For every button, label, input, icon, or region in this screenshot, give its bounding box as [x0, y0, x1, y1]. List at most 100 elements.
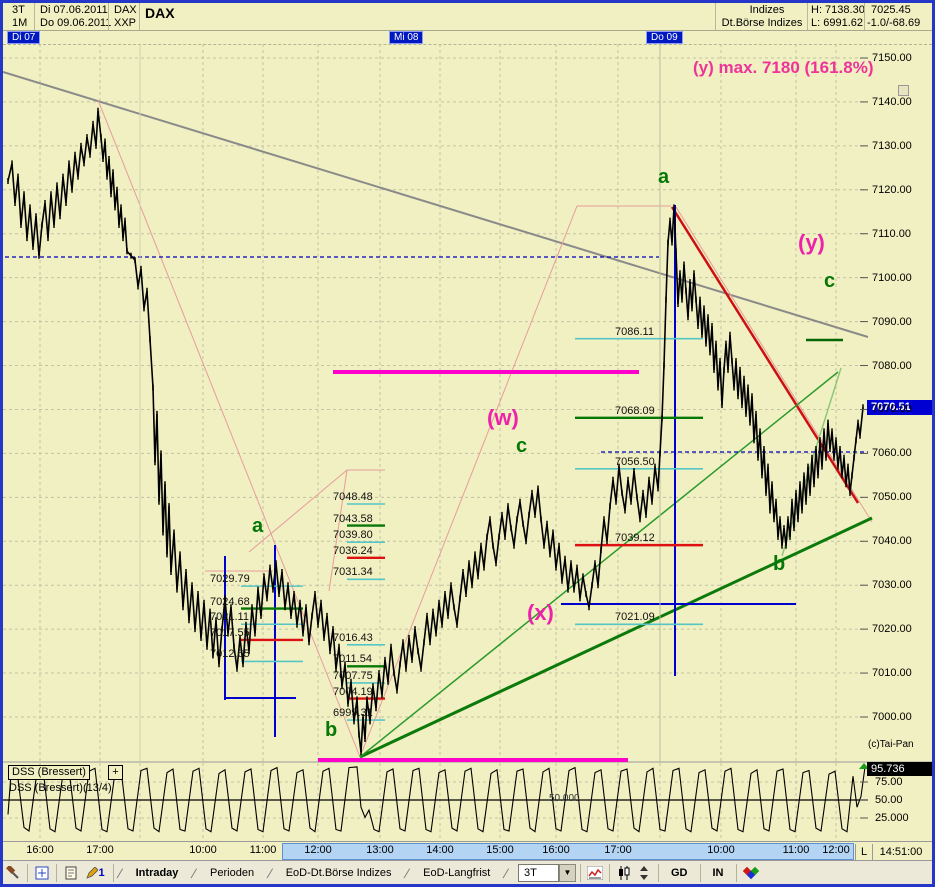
- wave-label: (x): [527, 600, 554, 625]
- indicator-mid-label: 50.000: [549, 793, 580, 804]
- price-axis-label: 7050.00: [872, 491, 912, 504]
- clock-label: 14:51:00: [879, 846, 923, 858]
- price-axis-label: 7130.00: [872, 139, 912, 152]
- chart-tabs: / Intraday / Perioden / EoD-Dt.Börse Indizes /…: [116, 866, 511, 881]
- fib-level-label: 7039.80: [333, 529, 373, 542]
- price-change: -1.0/-68.69: [867, 17, 921, 29]
- indicator-expand-icon[interactable]: +: [108, 765, 123, 780]
- indicator-name-box[interactable]: DSS (Bressert): [8, 765, 90, 780]
- time-range-highlight[interactable]: [282, 843, 854, 860]
- fib-level-label: 7017.55: [210, 626, 250, 639]
- session-row: Di 07 Mi 08 Do 09: [3, 30, 932, 45]
- fib-level-label: 7007.75: [333, 669, 373, 682]
- tab-intraday[interactable]: Intraday: [135, 867, 179, 879]
- price-axis-label: 7020.00: [872, 623, 912, 636]
- price-axis-label: 7110.00: [872, 227, 911, 240]
- fib-level-label: 7021.09: [615, 611, 655, 624]
- wave-label: a: [658, 166, 670, 188]
- session-label: Do 09: [646, 31, 683, 44]
- wave-label: b: [773, 553, 786, 575]
- target-annotation: (y) max. 7180 (161.8%): [693, 58, 874, 77]
- tools-hammer-icon[interactable]: [4, 864, 22, 882]
- fib-level-label: 6999.31: [333, 707, 373, 720]
- bottom-toolbar: 1 /Intraday / Perioden / EoD-Dt.Börse Indize…: [3, 860, 932, 884]
- scale-spinner-icon[interactable]: [635, 864, 653, 882]
- current-price-marker: 7070.51: [867, 400, 932, 415]
- fib-level-label: 7031.34: [333, 566, 373, 579]
- fib-level-label: 7039.12: [615, 532, 655, 545]
- fib-level-label: 7016.43: [333, 631, 373, 644]
- wave-label: a: [252, 515, 264, 537]
- fib-level-label: 7043.58: [333, 512, 373, 525]
- date-1: Di 07.06.2011: [40, 4, 108, 16]
- wave-label: (y): [798, 230, 825, 255]
- tab-eod-dt-b-rse-indizes[interactable]: EoD-Dt.Börse Indizes: [285, 867, 392, 879]
- tab-perioden[interactable]: Perioden: [210, 867, 255, 879]
- fib-level-label: 7086.11: [615, 325, 654, 338]
- last-price: 7025.45: [871, 4, 911, 16]
- time-axis-label: 17:00: [86, 844, 114, 856]
- oscillator-signal-triangle: [859, 763, 869, 769]
- indicator-axis-label: 25.000: [875, 812, 909, 824]
- period-1[interactable]: 3T: [12, 4, 25, 16]
- fib-level-label: 7048.48: [333, 491, 373, 503]
- price-series: [7, 110, 864, 753]
- indicator-axis-label: 75.00: [875, 776, 903, 788]
- date-2: Do 09.06.2011: [40, 17, 112, 29]
- period-select-arrow-icon[interactable]: ▼: [559, 864, 576, 882]
- time-axis-label: 17:00: [604, 844, 632, 856]
- indicator-button[interactable]: IN: [712, 867, 724, 879]
- time-axis-label: 14:00: [426, 844, 454, 856]
- fib-level-label: 7012.65: [210, 648, 250, 661]
- indicator-axis-label: 50.00: [875, 794, 903, 806]
- chart-title: DAX: [145, 5, 175, 21]
- group-name-2: Dt.Börse Indizes: [721, 17, 803, 29]
- period-select[interactable]: 3T: [518, 864, 559, 882]
- price-chart-canvas[interactable]: [3, 3, 932, 884]
- candlestick-style-icon[interactable]: [615, 864, 633, 882]
- moving-average-button[interactable]: GD: [671, 867, 688, 879]
- last-bar-marker: L: [855, 844, 874, 860]
- price-axis-label: 7060.00: [872, 447, 912, 460]
- tab-eod-langfrist[interactable]: EoD-Langfrist: [423, 867, 491, 879]
- price-axis-label: 7080.00: [872, 359, 912, 372]
- fib-level-label: 7024.68: [210, 595, 250, 608]
- time-axis-label: 16:00: [542, 844, 570, 856]
- time-axis-label: 11:00: [249, 844, 277, 856]
- time-axis-label: 12:00: [822, 844, 850, 856]
- wave-label: (w): [487, 405, 519, 430]
- time-axis-label: 10:00: [189, 844, 217, 856]
- price-bars: [7, 107, 864, 756]
- fib-level-label: 7004.19: [333, 685, 373, 698]
- price-axis-label: 7150.00: [872, 52, 912, 64]
- notes-icon[interactable]: [62, 864, 80, 882]
- time-axis-label: 15:00: [486, 844, 514, 856]
- symbol-1: DAX: [114, 4, 137, 16]
- fib-level-label: 7011.54: [333, 653, 372, 666]
- copyright-label: (c)Tai-Pan: [868, 739, 914, 750]
- session-low: L: 6991.62: [811, 17, 863, 29]
- pencil-count: 1: [98, 867, 105, 879]
- time-axis-label: 10:00: [707, 844, 735, 856]
- pencil-icon[interactable]: 1: [82, 864, 108, 882]
- price-axis-label: 7010.00: [872, 667, 912, 680]
- quotes-colors-icon[interactable]: [742, 864, 760, 882]
- fib-level-label: 7068.09: [615, 404, 655, 417]
- wave-label: c: [516, 435, 528, 457]
- price-axis-label: 7120.00: [872, 183, 912, 196]
- time-axis-label: 12:00: [304, 844, 332, 856]
- chart-type-icon[interactable]: [586, 864, 604, 882]
- axis-collapse-icon[interactable]: [898, 85, 909, 96]
- period-2[interactable]: 1M: [12, 17, 28, 29]
- fib-level-label: 7056.50: [615, 455, 655, 468]
- time-axis-row: [3, 841, 932, 861]
- wave-label: b: [325, 719, 338, 741]
- oscillator-series: [7, 766, 866, 833]
- indicator-name-params: DSS (Bressert)(13/4): [9, 782, 112, 794]
- window-layout-icon[interactable]: [33, 864, 51, 882]
- session-label: Mi 08: [389, 31, 424, 44]
- fib-level-label: 7029.79: [210, 573, 250, 586]
- time-axis-label: 13:00: [366, 844, 394, 856]
- price-axis-label: 7070.00: [872, 403, 912, 416]
